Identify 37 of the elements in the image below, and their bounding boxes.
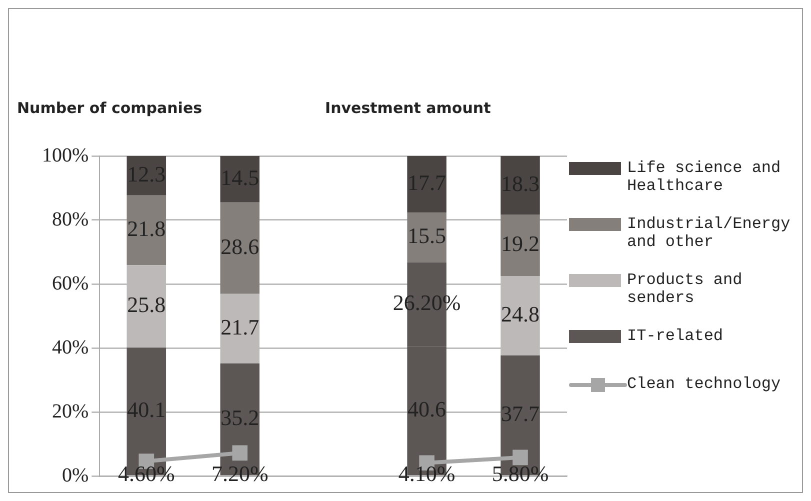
data-label: 4.10%	[398, 460, 456, 486]
text: Number of companies	[17, 99, 202, 117]
data-label: 40.6	[408, 396, 446, 422]
data-label: 28.6	[220, 234, 260, 259]
legend-label: Life science and Healthcare	[627, 159, 782, 195]
point	[512, 450, 528, 466]
data-label: 19.2	[501, 231, 540, 256]
data-label: 15.5	[408, 223, 446, 248]
data-label: 5.80%	[492, 460, 549, 486]
data-label: 25.8	[127, 292, 166, 318]
bar	[407, 212, 446, 262]
bar	[126, 195, 166, 266]
data-label: 40.1	[127, 397, 166, 422]
data-label: 21.8	[127, 216, 166, 242]
legend-label: Clean technology	[627, 375, 781, 393]
y-tick-label: 20%	[52, 400, 89, 422]
legend-label: Products and senders	[627, 271, 744, 307]
y-tick-label: 100%	[42, 144, 89, 166]
data-label: 35.2	[220, 405, 260, 430]
y-tick-label: 60%	[52, 272, 89, 294]
data-label: 7.20%	[211, 460, 268, 486]
bar	[407, 156, 446, 213]
bar	[220, 156, 260, 202]
legend-label: Industrial/Energy and other	[627, 215, 792, 251]
bar	[500, 214, 540, 276]
bar	[220, 202, 260, 294]
data-label: 37.7	[501, 401, 540, 426]
bar	[500, 156, 540, 215]
data-label: 24.8	[501, 301, 540, 326]
y-tick-label: 40%	[52, 336, 89, 358]
text: Investment amount	[325, 99, 491, 117]
y-tick-label: 80%	[52, 208, 89, 230]
data-label: 21.7	[220, 314, 260, 340]
y-tick-label: 0%	[62, 464, 89, 486]
data-label: 4.60%	[118, 460, 175, 486]
legend-label: IT-related	[627, 327, 724, 345]
point	[232, 445, 248, 461]
